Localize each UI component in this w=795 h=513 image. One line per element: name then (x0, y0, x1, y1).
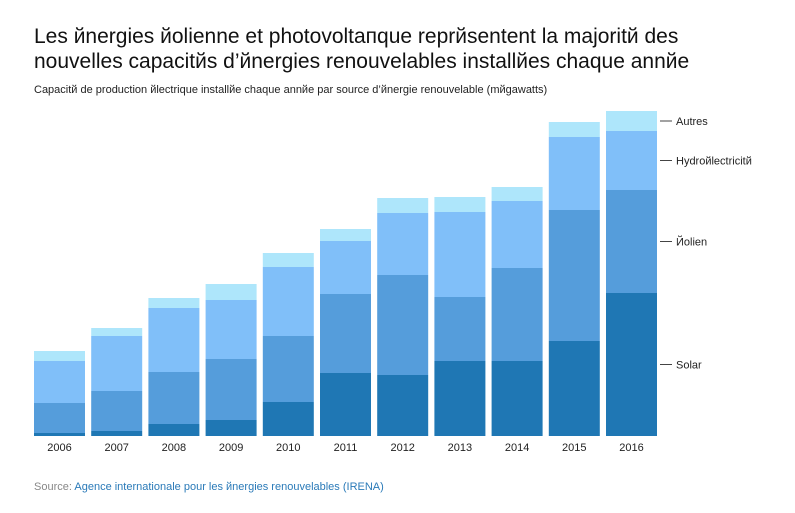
bar-2016-hydroйlectricitй (606, 131, 657, 190)
bar-2008-solar (148, 424, 200, 436)
bar-2012-hydroйlectricitй (377, 213, 429, 275)
bar-2008-autres (148, 298, 200, 308)
bar-2015-solar (548, 341, 600, 436)
bar-2006-hydroйlectricitй (34, 361, 85, 403)
bar-2011-solar (320, 373, 371, 436)
x-tick-label: 2015 (562, 442, 586, 454)
bar-2013-solar (434, 361, 486, 436)
bar-2013-йolien (434, 297, 486, 361)
bar-2016-solar (606, 293, 657, 436)
x-tick-label: 2013 (448, 442, 472, 454)
bar-2007-hydroйlectricitй (91, 336, 143, 391)
bar-2014-йolien (491, 268, 543, 361)
x-tick-label: 2010 (276, 442, 300, 454)
bar-2006-йolien (34, 403, 85, 433)
chart-title: Les йnergies йolienne et photovoltaпque … (34, 25, 690, 73)
source-link[interactable]: Agence internationale pour les йnergies … (74, 481, 384, 493)
bar-2008-hydroйlectricitй (148, 308, 200, 372)
x-tick-label: 2011 (334, 442, 358, 454)
legend-label-йolien: Йolien (676, 236, 707, 249)
bar-2007-solar (91, 431, 143, 436)
bar-2009-йolien (205, 359, 257, 420)
bar-2006-autres (34, 351, 85, 361)
source-note: Source: Agence internationale pour les й… (34, 481, 384, 493)
bar-2015-autres (548, 122, 600, 137)
bar-2016-autres (606, 111, 657, 131)
bar-2007-autres (91, 328, 143, 336)
bar-2009-autres (205, 284, 257, 300)
bar-2012-йolien (377, 275, 429, 375)
x-tick-label: 2008 (162, 442, 186, 454)
bar-2015-hydroйlectricitй (548, 137, 600, 210)
bar-2010-autres (262, 253, 314, 267)
x-tick-label: 2006 (47, 442, 71, 454)
x-tick-label: 2009 (219, 442, 243, 454)
bar-2014-solar (491, 361, 543, 436)
bar-2007-йolien (91, 391, 143, 431)
bar-2016-йolien (606, 190, 657, 293)
legend-label-solar: Solar (676, 360, 702, 372)
bar-2014-hydroйlectricitй (491, 201, 543, 268)
bar-2010-solar (262, 402, 314, 436)
bar-2015-йolien (548, 210, 600, 341)
x-tick-label: 2007 (104, 442, 128, 454)
legend-label-autres: Autres (676, 116, 708, 128)
bar-2012-autres (377, 198, 429, 213)
bar-2009-solar (205, 420, 257, 436)
bar-2013-hydroйlectricitй (434, 212, 486, 297)
bar-2013-autres (434, 197, 486, 212)
bar-2009-hydroйlectricitй (205, 300, 257, 359)
bar-2006-solar (34, 433, 85, 436)
bar-2014-autres (491, 187, 543, 201)
bar-2011-hydroйlectricitй (320, 241, 371, 294)
chart-subtitle: Capacitй de production йlectrique instal… (34, 84, 548, 96)
bar-2012-solar (377, 375, 429, 436)
x-tick-label: 2012 (390, 442, 414, 454)
bar-2011-autres (320, 229, 371, 241)
legend-label-hydroйlectricitй: Hydroйlectricitй (676, 156, 752, 168)
bar-2010-hydroйlectricitй (262, 267, 314, 336)
source-label: Source: (34, 481, 72, 493)
bar-2008-йolien (148, 372, 200, 424)
x-tick-label: 2014 (505, 442, 529, 454)
bar-2010-йolien (262, 336, 314, 402)
bar-2011-йolien (320, 294, 371, 373)
x-tick-label: 2016 (619, 442, 643, 454)
